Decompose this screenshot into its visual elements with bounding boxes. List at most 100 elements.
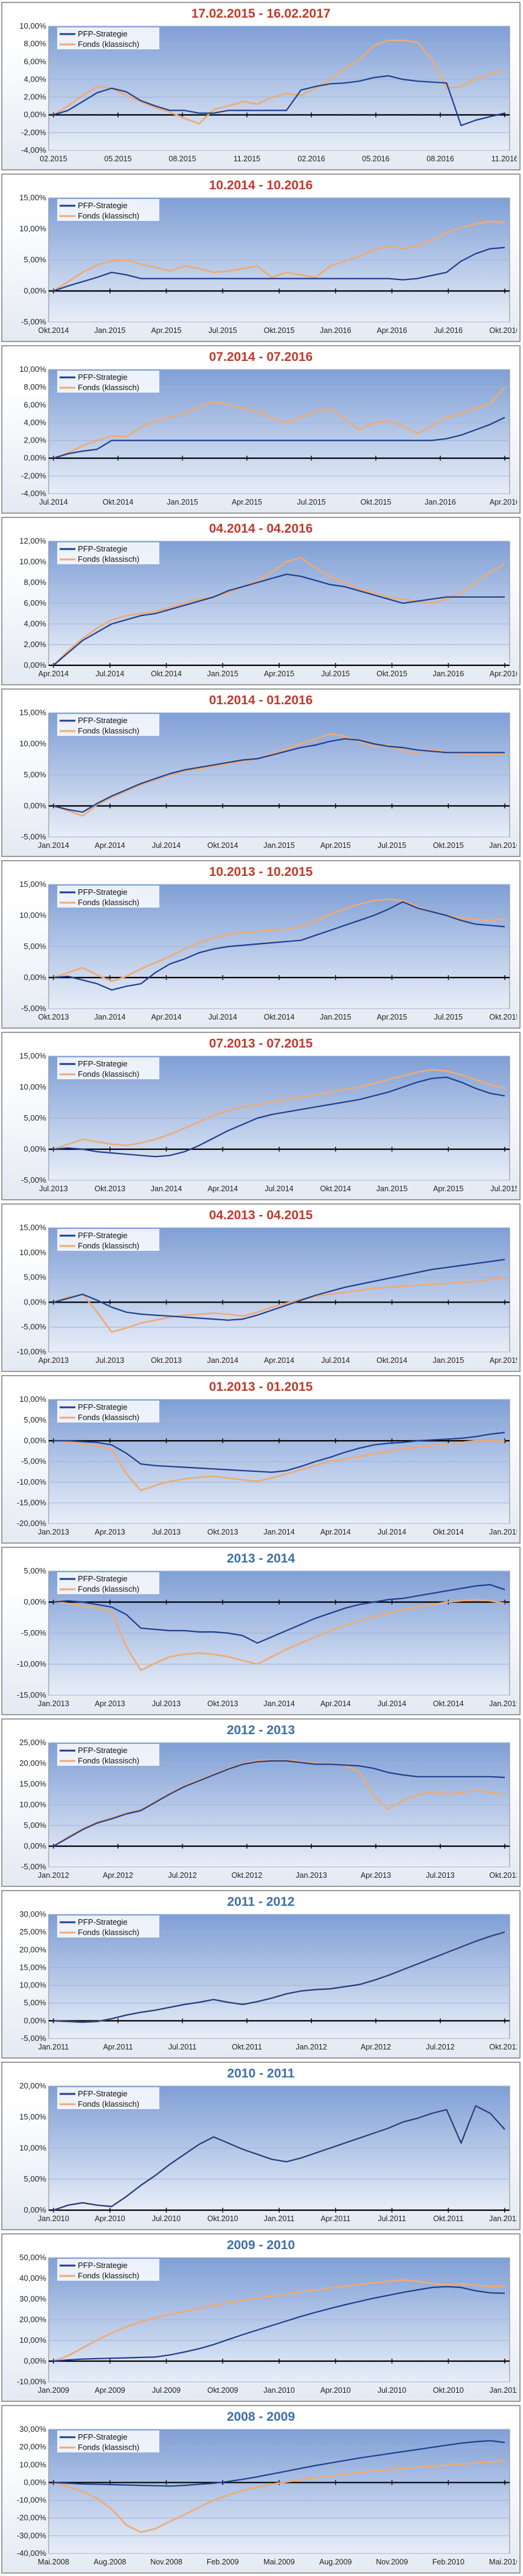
- x-tick-label: 05.2015: [104, 155, 131, 163]
- y-tick-label: 15,00%: [19, 1779, 47, 1788]
- chart-panel: 07.2013 - 07.2015 15,00% 10,00% 5,00% 0,00% -…: [1, 1032, 521, 1200]
- x-tick-label: Okt.2013: [207, 1528, 238, 1536]
- y-tick-label: 10,00%: [19, 1981, 47, 1990]
- y-tick-label: 15,00%: [19, 708, 47, 717]
- fund-series-line: [53, 556, 505, 666]
- x-tick-label: Jul.2012: [168, 1871, 196, 1880]
- x-tick-label: Okt.2013: [490, 1871, 517, 1880]
- line-chart: 12,00%10,00%8,00%6,00%4,00%2,00%0,00%Apr…: [19, 536, 517, 678]
- strategy-series-line: [53, 2440, 505, 2487]
- x-tick-label: Apr.2015: [264, 670, 294, 678]
- chart-panel: 2009 - 2010 50,00% 40,00% 30,00% 20,00% 10,00…: [1, 2233, 521, 2402]
- y-tick-label: 6,00%: [24, 598, 46, 607]
- y-tick-label: 10,00%: [19, 1395, 47, 1404]
- y-tick-label: 0,00%: [24, 2356, 46, 2365]
- y-tick-label: 20,00%: [19, 2081, 47, 2090]
- x-tick-label: Jul.2014: [39, 498, 68, 506]
- x-tick-label: Apr.2014: [320, 1699, 351, 1708]
- legend-item-fund: Fonds (klassisch): [78, 40, 139, 49]
- chart-panel: 2012 - 2013 25,00% 20,00% 15,00% 10,00% 5,00%…: [1, 1718, 521, 1887]
- y-tick-label: 0,00%: [24, 660, 46, 670]
- x-tick-label: Jan.2009: [38, 2386, 69, 2395]
- y-tick-label: -10,00%: [17, 1477, 47, 1486]
- x-tick-label: Apr.2015: [232, 498, 262, 506]
- legend-item-fund: Fonds (klassisch): [78, 1756, 139, 1765]
- y-tick-label: -5,00%: [21, 317, 47, 326]
- legend-item-fund: Fonds (klassisch): [78, 2443, 139, 2452]
- x-tick-label: Apr.2013: [95, 1528, 125, 1536]
- strategy-series-line: [54, 1432, 505, 1473]
- y-tick-label: -5,00%: [21, 1322, 47, 1331]
- strategy-series-line: [53, 1931, 505, 2023]
- y-tick-label: -10,00%: [17, 1659, 47, 1668]
- y-tick-label: 4,00%: [24, 74, 46, 83]
- x-tick-label: Okt.2014: [376, 1356, 407, 1365]
- line-chart: 15,00% 10,00% 5,00% 0,00% -5,00%Jan.2014 Apr.…: [19, 708, 517, 850]
- y-tick-label: 4,00%: [24, 619, 46, 628]
- x-tick-label: Jul.2015: [297, 498, 325, 506]
- line-chart: 15,00% 10,00% 5,00% 0,00% -5,00%Jul.2013 Okt.…: [19, 1051, 517, 1193]
- line-chart: 15,00%10,00%5,00%0,00%-5,00%-10,00%Apr.2…: [17, 1223, 517, 1365]
- fund-series-line: [53, 733, 505, 817]
- x-tick-label: Jan.2016: [433, 670, 464, 678]
- x-tick-label: Apr.2011: [320, 2214, 350, 2223]
- x-tick-label: 02.2016: [297, 155, 325, 163]
- y-tick-label: 15,00%: [19, 193, 47, 202]
- y-tick-label: 10,00%: [19, 2143, 47, 2152]
- y-tick-label: 0,00%: [24, 973, 46, 982]
- fund-series-line: [53, 220, 505, 292]
- strategy-series-line: [53, 1584, 505, 1644]
- y-tick-label: 0,00%: [24, 1297, 46, 1306]
- x-tick-label: Apr.2014: [264, 1356, 294, 1365]
- line-chart: 50,00% 40,00% 30,00% 20,00% 10,00% 0,00% -10,0…: [17, 2253, 517, 2395]
- x-tick-label: Okt.2010: [433, 2386, 464, 2395]
- y-tick-label: 5,00%: [24, 1998, 46, 2007]
- fund-series-line: [53, 39, 505, 125]
- chart-title: 01.2014 - 01.2016: [209, 693, 313, 707]
- y-tick-label: 5,00%: [24, 770, 46, 779]
- x-tick-label: Apr.2015: [433, 1185, 463, 1193]
- x-tick-label: Okt.2013: [38, 1013, 69, 1021]
- x-tick-label: Apr.2014: [95, 841, 125, 850]
- fund-series-line: [53, 1759, 505, 1847]
- y-tick-label: 8,00%: [24, 578, 46, 587]
- legend-item-strategy: PFP-Strategie: [78, 29, 128, 38]
- x-tick-label: Jan.2015: [489, 1699, 517, 1708]
- x-tick-label: Jul.2015: [434, 1013, 463, 1021]
- y-tick-label: -2,00%: [21, 128, 47, 137]
- x-tick-label: Jan.2015: [376, 1185, 407, 1193]
- legend-item-fund: Fonds (klassisch): [78, 1413, 139, 1422]
- y-tick-label: 10,00%: [19, 2336, 47, 2345]
- legend-item-strategy: PFP-Strategie: [78, 1574, 128, 1583]
- x-tick-label: Jul.2015: [378, 841, 406, 850]
- y-tick-label: -5,00%: [21, 1628, 47, 1637]
- x-tick-label: Apr.2012: [361, 2043, 391, 2051]
- x-tick-label: Aug.2009: [319, 2558, 352, 2566]
- y-tick-label: -5,00%: [21, 832, 47, 841]
- x-tick-label: Jul.2010: [152, 2214, 181, 2223]
- y-tick-label: 0,00%: [24, 1144, 46, 1153]
- x-tick-label: Nov.2009: [376, 2558, 408, 2566]
- y-tick-label: 20,00%: [19, 2315, 47, 2324]
- y-tick-label: 8,00%: [24, 382, 46, 391]
- chart-title: 2008 - 2009: [226, 2410, 296, 2424]
- x-tick-label: Jan.2014: [94, 1013, 125, 1021]
- x-tick-label: Apr.2015: [490, 1356, 517, 1365]
- legend-item-fund: Fonds (klassisch): [78, 1928, 139, 1937]
- chart-title: 2010 - 2011: [227, 2067, 295, 2081]
- strategy-series-line: [53, 738, 505, 813]
- y-tick-label: -15,00%: [17, 1498, 47, 1507]
- y-tick-label: 0,00%: [24, 2205, 46, 2214]
- chart-title: 10.2014 - 10.2016: [209, 178, 313, 192]
- chart-title: 17.02.2015 - 16.02.2017: [191, 7, 331, 21]
- x-tick-label: Jan.2015: [167, 498, 198, 506]
- y-tick-label: 6,00%: [24, 400, 46, 409]
- y-tick-label: 5,00%: [24, 1113, 46, 1122]
- y-tick-label: 10,00%: [19, 365, 47, 374]
- x-tick-label: Jul.2014: [378, 1699, 406, 1708]
